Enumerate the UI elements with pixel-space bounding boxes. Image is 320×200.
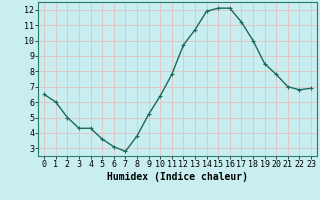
X-axis label: Humidex (Indice chaleur): Humidex (Indice chaleur) (107, 172, 248, 182)
